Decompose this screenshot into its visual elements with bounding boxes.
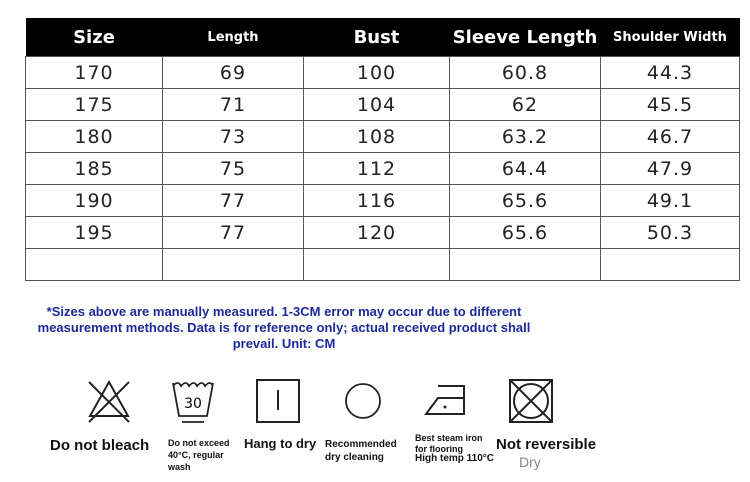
iron-icon bbox=[424, 385, 465, 415]
table-cell: 65.6 bbox=[449, 216, 601, 249]
size-chart-table: Size Length Bust Sleeve Length Shoulder … bbox=[25, 18, 740, 281]
table-cell: 71 bbox=[162, 88, 304, 121]
table-cell bbox=[449, 248, 601, 281]
table-cell: 195 bbox=[25, 216, 163, 249]
table-cell: 44.3 bbox=[600, 56, 740, 89]
table-cell: 116 bbox=[303, 184, 450, 217]
table-cell: 75 bbox=[162, 152, 304, 185]
table-cell: 108 bbox=[303, 120, 450, 153]
table-cell: 170 bbox=[25, 56, 163, 89]
table-cell: 63.2 bbox=[449, 120, 601, 153]
wash-temp: 30 bbox=[184, 396, 202, 412]
table-cell: 120 bbox=[303, 216, 450, 249]
header-size: Size bbox=[25, 18, 163, 57]
table-cell: 180 bbox=[25, 120, 163, 153]
table-row: 180 73 108 63.2 46.7 bbox=[25, 120, 740, 153]
header-shoulder-width: Shoulder Width bbox=[600, 18, 740, 57]
table-cell: 77 bbox=[162, 216, 304, 249]
table-row: 190 77 116 65.6 49.1 bbox=[25, 184, 740, 217]
table-cell bbox=[162, 248, 304, 281]
table-cell: 185 bbox=[25, 152, 163, 185]
do-not-bleach-icon bbox=[88, 379, 130, 423]
table-row: 170 69 100 60.8 44.3 bbox=[25, 56, 740, 89]
do-not-tumble-dry-icon bbox=[509, 379, 553, 423]
table-cell: 69 bbox=[162, 56, 304, 89]
table-row: 185 75 112 64.4 47.9 bbox=[25, 152, 740, 185]
table-header: Size Length Bust Sleeve Length Shoulder … bbox=[25, 18, 740, 57]
label-wash: Do not exceed 40°C, regular wash bbox=[168, 438, 230, 472]
table-row: 175 71 104 62 45.5 bbox=[25, 88, 740, 121]
wash-30-icon: 30 bbox=[172, 382, 214, 423]
table-cell: 45.5 bbox=[600, 88, 740, 121]
label-do-not-bleach: Do not bleach bbox=[50, 437, 150, 454]
table-cell: 77 bbox=[162, 184, 304, 217]
label-dry-clean: Recommended dry cleaning bbox=[325, 439, 397, 463]
table-cell: 73 bbox=[162, 120, 304, 153]
label-dry: Dry bbox=[519, 454, 541, 470]
table-cell bbox=[303, 248, 450, 281]
table-cell bbox=[25, 248, 163, 281]
table-cell: 49.1 bbox=[600, 184, 740, 217]
header-bust: Bust bbox=[303, 18, 450, 57]
header-length: Length bbox=[162, 18, 304, 57]
hang-dry-icon bbox=[256, 379, 300, 423]
table-cell bbox=[600, 248, 740, 281]
table-row bbox=[25, 248, 740, 281]
table-cell: 104 bbox=[303, 88, 450, 121]
label-hang-dry: Hang to dry bbox=[244, 436, 317, 451]
table-cell: 46.7 bbox=[600, 120, 740, 153]
table-row: 195 77 120 65.6 50.3 bbox=[25, 216, 740, 249]
table-cell: 190 bbox=[25, 184, 163, 217]
table-cell: 175 bbox=[25, 88, 163, 121]
dry-clean-icon bbox=[345, 383, 381, 419]
table-cell: 100 bbox=[303, 56, 450, 89]
table-cell: 65.6 bbox=[449, 184, 601, 217]
table-cell: 60.8 bbox=[449, 56, 601, 89]
table-cell: 112 bbox=[303, 152, 450, 185]
label-iron: Best steam iron for flooring bbox=[415, 433, 483, 454]
header-sleeve-length: Sleeve Length bbox=[449, 18, 601, 57]
table-cell: 64.4 bbox=[449, 152, 601, 185]
table-cell: 62 bbox=[449, 88, 601, 121]
table-cell: 50.3 bbox=[600, 216, 740, 249]
label-iron-temp: High temp 110°C bbox=[415, 453, 495, 464]
table-cell: 47.9 bbox=[600, 152, 740, 185]
label-not-reversible: Not reversible bbox=[496, 436, 597, 453]
measurement-note: *Sizes above are manually measured. 1-3C… bbox=[37, 304, 531, 351]
